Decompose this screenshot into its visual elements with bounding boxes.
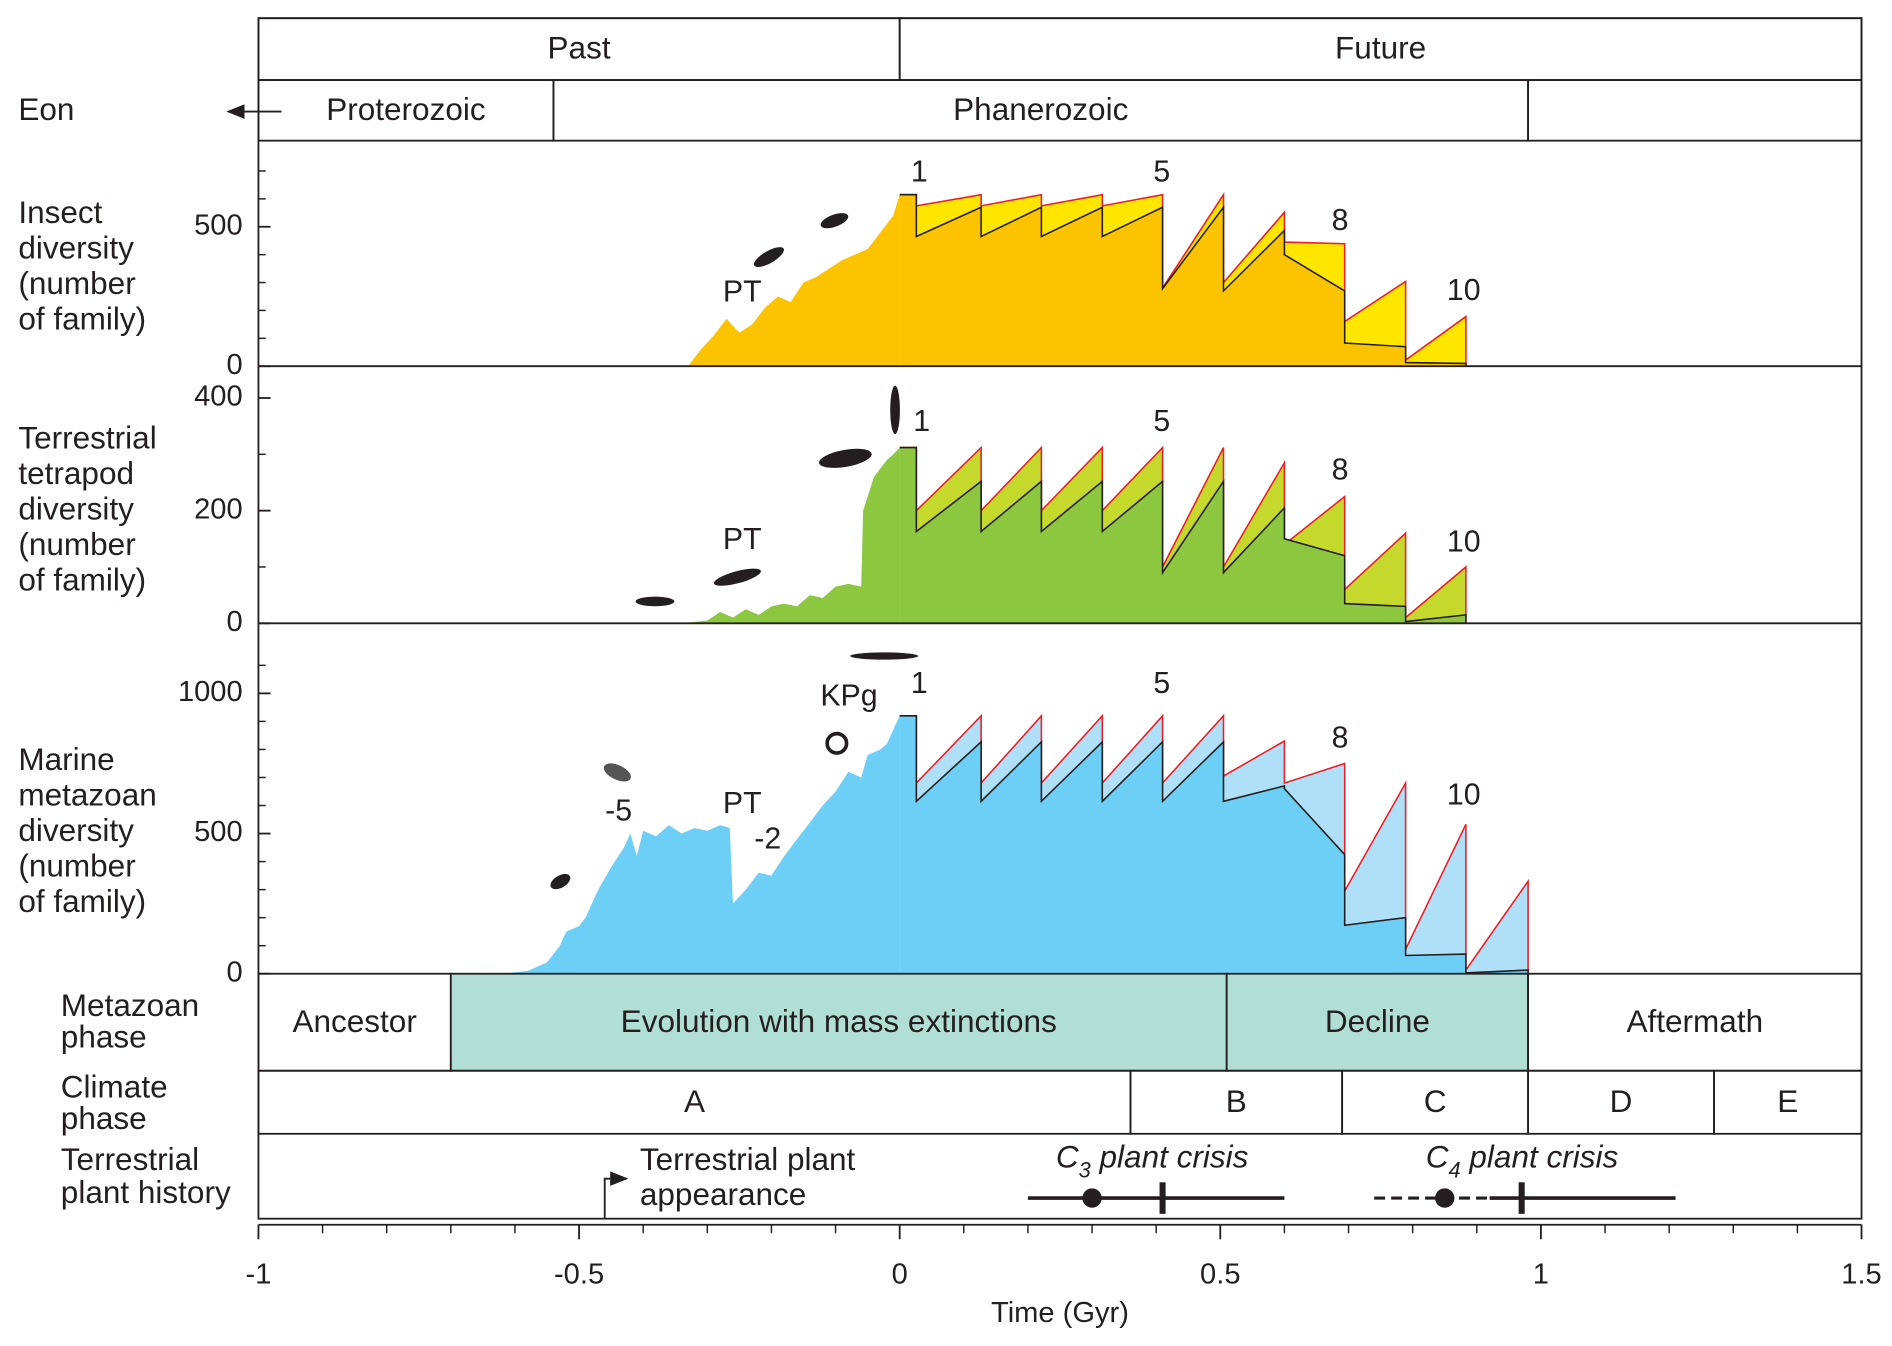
event-label: 5 (1153, 155, 1170, 188)
row-label: Climate (61, 1068, 168, 1104)
phase-segment (449, 972, 1228, 1072)
x-tick-label: 0.5 (1200, 1258, 1240, 1290)
x-tick-label: 1 (1533, 1258, 1549, 1290)
crisis-title: C4 plant crisis (1426, 1139, 1619, 1183)
phase-label: A (684, 1083, 705, 1119)
row-label: tetrapod (18, 455, 134, 491)
phase-segment (1527, 79, 1863, 142)
y-tick-label: 500 (194, 816, 243, 848)
phase-label: Decline (1325, 1003, 1430, 1039)
phase-label: B (1226, 1083, 1247, 1119)
event-label: 1 (911, 155, 928, 188)
event-label: 8 (1332, 204, 1349, 237)
event-label: PT (723, 787, 762, 820)
row-label: phase (61, 1100, 147, 1136)
crisis-bar (1518, 1182, 1525, 1214)
row-label: (number (18, 265, 135, 301)
phase-label: C (1424, 1083, 1447, 1119)
crisis-title-part: plant crisis (1461, 1139, 1619, 1175)
phase-label: Evolution with mass extinctions (621, 1003, 1057, 1039)
event-label: KPg (820, 679, 877, 712)
crisis-title-part: C (1426, 1139, 1449, 1175)
crisis-title-part: plant crisis (1091, 1139, 1249, 1175)
row-label: of family) (18, 883, 146, 919)
event-label: 1 (913, 405, 930, 438)
phase-label: Ancestor (292, 1003, 416, 1039)
y-tick-label: 1000 (178, 676, 243, 708)
x-tick-label: 0 (892, 1258, 908, 1290)
x-axis-title: Time (Gyr) (991, 1297, 1129, 1329)
event-label: PT (723, 523, 762, 556)
event-label: PT (723, 275, 762, 308)
row-label: of family) (18, 301, 146, 337)
crisis-marker (1435, 1188, 1455, 1208)
x-tick-label: 1.5 (1841, 1258, 1881, 1290)
diversity-area (899, 715, 1529, 974)
diversity-area (681, 447, 900, 624)
phase-label: Phanerozoic (953, 91, 1128, 127)
y-tick-label: 0 (226, 956, 242, 988)
row-label: Terrestrial (61, 1141, 199, 1177)
phase-label: Aftermath (1626, 1003, 1763, 1039)
y-tick-label: 0 (226, 349, 242, 381)
event-label: -2 (754, 822, 781, 855)
event-label: 5 (1153, 405, 1170, 438)
row-label: (number (18, 847, 135, 883)
crisis-title-part: 3 (1079, 1158, 1091, 1183)
row-label: plant history (61, 1174, 231, 1210)
crisis-bar (1159, 1182, 1166, 1214)
row-label: of family) (18, 562, 146, 598)
row-label: Eon (18, 91, 74, 127)
row-label: diversity (18, 812, 134, 848)
event-label: 8 (1332, 454, 1349, 487)
row-label: metazoan (18, 776, 156, 812)
phase-label: D (1610, 1083, 1633, 1119)
crisis-title-part: 4 (1448, 1158, 1460, 1183)
appearance-label: Terrestrial plant (640, 1141, 856, 1177)
event-label: 1 (911, 667, 928, 700)
diversity-line (899, 193, 1467, 367)
appearance-label: appearance (640, 1176, 806, 1212)
phase-label: E (1777, 1083, 1798, 1119)
event-label: 5 (1153, 667, 1170, 700)
diversity-area (899, 194, 1466, 367)
event-label: -5 (605, 794, 632, 827)
frame (257, 17, 1863, 1220)
crisis-marker (1082, 1188, 1102, 1208)
row-label: Marine (18, 741, 114, 777)
y-tick-label: 0 (226, 606, 242, 638)
crisis-title: C3 plant crisis (1056, 1139, 1249, 1183)
y-tick-label: 500 (194, 209, 243, 241)
event-label: 8 (1332, 722, 1349, 755)
diversity-area (502, 715, 900, 974)
row-label: Insect (18, 194, 102, 230)
phase-label: Future (1335, 30, 1426, 66)
row-label: Terrestrial (18, 420, 156, 456)
x-tick-label: -0.5 (554, 1258, 604, 1290)
event-label: 10 (1447, 779, 1481, 812)
x-tick-label: -1 (246, 1258, 272, 1290)
appearance-arrow (603, 1171, 629, 1219)
event-label: 10 (1447, 525, 1481, 558)
row-label: phase (61, 1019, 147, 1055)
y-tick-label: 400 (194, 381, 243, 413)
row-label: Metazoan (61, 987, 199, 1023)
silhouettes (502, 192, 1529, 974)
phase-label: Past (548, 30, 611, 66)
row-label: (number (18, 526, 135, 562)
row-label: diversity (18, 491, 134, 527)
y-tick-label: 200 (194, 493, 243, 525)
diversity-area (688, 194, 900, 367)
event-label: 10 (1447, 274, 1481, 307)
phase-label: Proterozoic (326, 91, 485, 127)
crisis-title-part: C (1056, 1139, 1079, 1175)
diversity-line (899, 715, 1529, 974)
diversity-line (899, 446, 1467, 624)
phase-segment (1225, 972, 1529, 1072)
row-label: diversity (18, 229, 134, 265)
